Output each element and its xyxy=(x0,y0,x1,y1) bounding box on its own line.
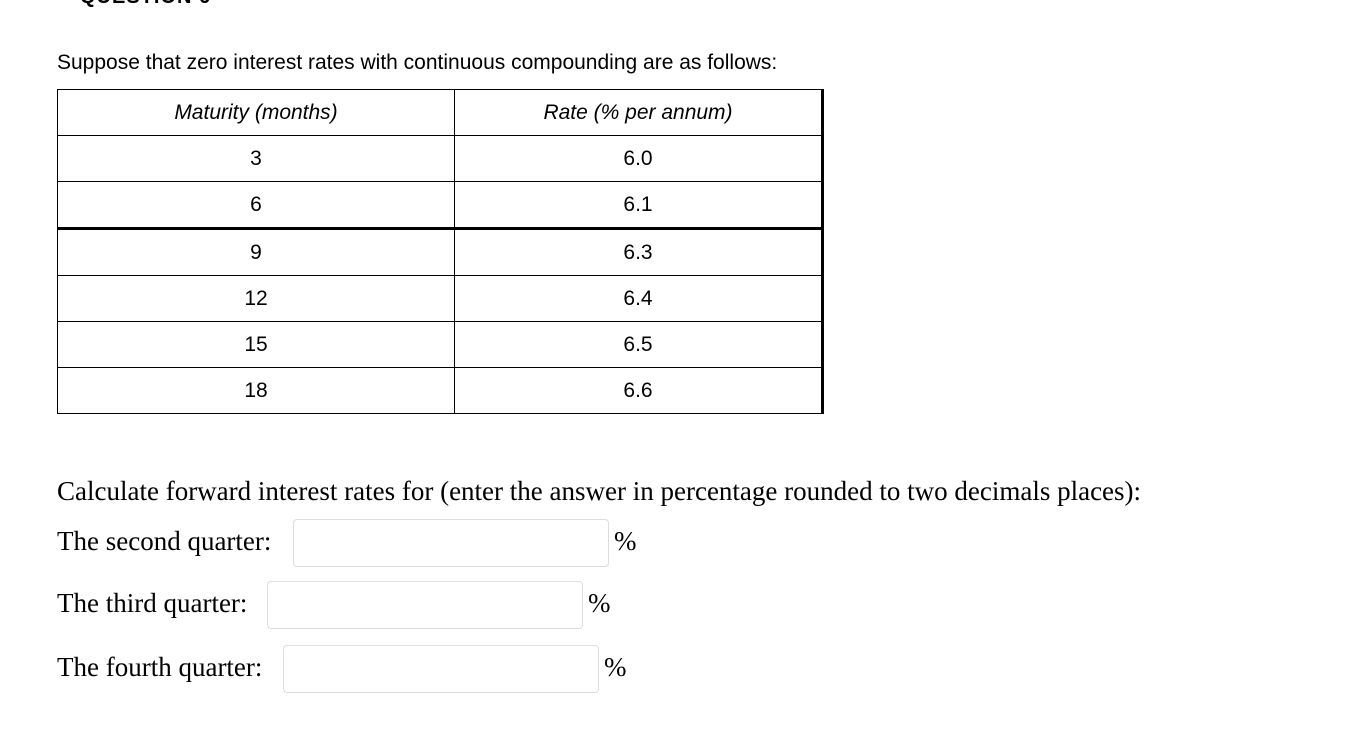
answer-input[interactable] xyxy=(283,645,599,693)
table-cell: 6.6 xyxy=(454,367,824,414)
header-cell: Maturity (months) xyxy=(57,89,455,136)
table-cell: 6 xyxy=(57,181,455,229)
table-cell: 6.4 xyxy=(454,275,824,322)
question-label: The second quarter: xyxy=(57,526,272,556)
table-cell: 9 xyxy=(57,227,455,276)
table-row: 18 6.6 xyxy=(57,367,824,414)
heading: QUESTION 6 xyxy=(80,0,211,9)
rates-table: Maturity (months) Rate (% per annum) 3 6.… xyxy=(57,89,824,414)
table-cell: 18 xyxy=(57,367,455,414)
unit-label: % xyxy=(588,588,611,618)
unit-label: % xyxy=(614,526,637,556)
prompt: Calculate forward interest rates for (en… xyxy=(57,476,1142,506)
table-cell: 12 xyxy=(57,275,455,322)
answer-input[interactable] xyxy=(293,519,609,567)
question-label: The fourth quarter: xyxy=(57,652,263,682)
table-row: 6 6.1 xyxy=(57,181,824,229)
header-cell: Rate (% per annum) xyxy=(454,89,824,136)
header-row: Maturity (months) Rate (% per annum) xyxy=(57,89,824,136)
table-row: 15 6.5 xyxy=(57,321,824,368)
table-cell: 6.1 xyxy=(454,181,824,229)
table-cell: 6.3 xyxy=(454,227,824,276)
question-label: The third quarter: xyxy=(57,588,248,618)
table-row: 3 6.0 xyxy=(57,135,824,182)
intro-text: Suppose that zero interest rates with co… xyxy=(57,51,778,74)
table-cell: 15 xyxy=(57,321,455,368)
table-cell: 3 xyxy=(57,135,455,182)
table-cell: 6.5 xyxy=(454,321,824,368)
answer-input[interactable] xyxy=(267,581,583,629)
table-cell: 6.0 xyxy=(454,135,824,182)
table-row: 12 6.4 xyxy=(57,275,824,322)
table-row: 9 6.3 xyxy=(57,227,824,276)
unit-label: % xyxy=(604,652,627,682)
